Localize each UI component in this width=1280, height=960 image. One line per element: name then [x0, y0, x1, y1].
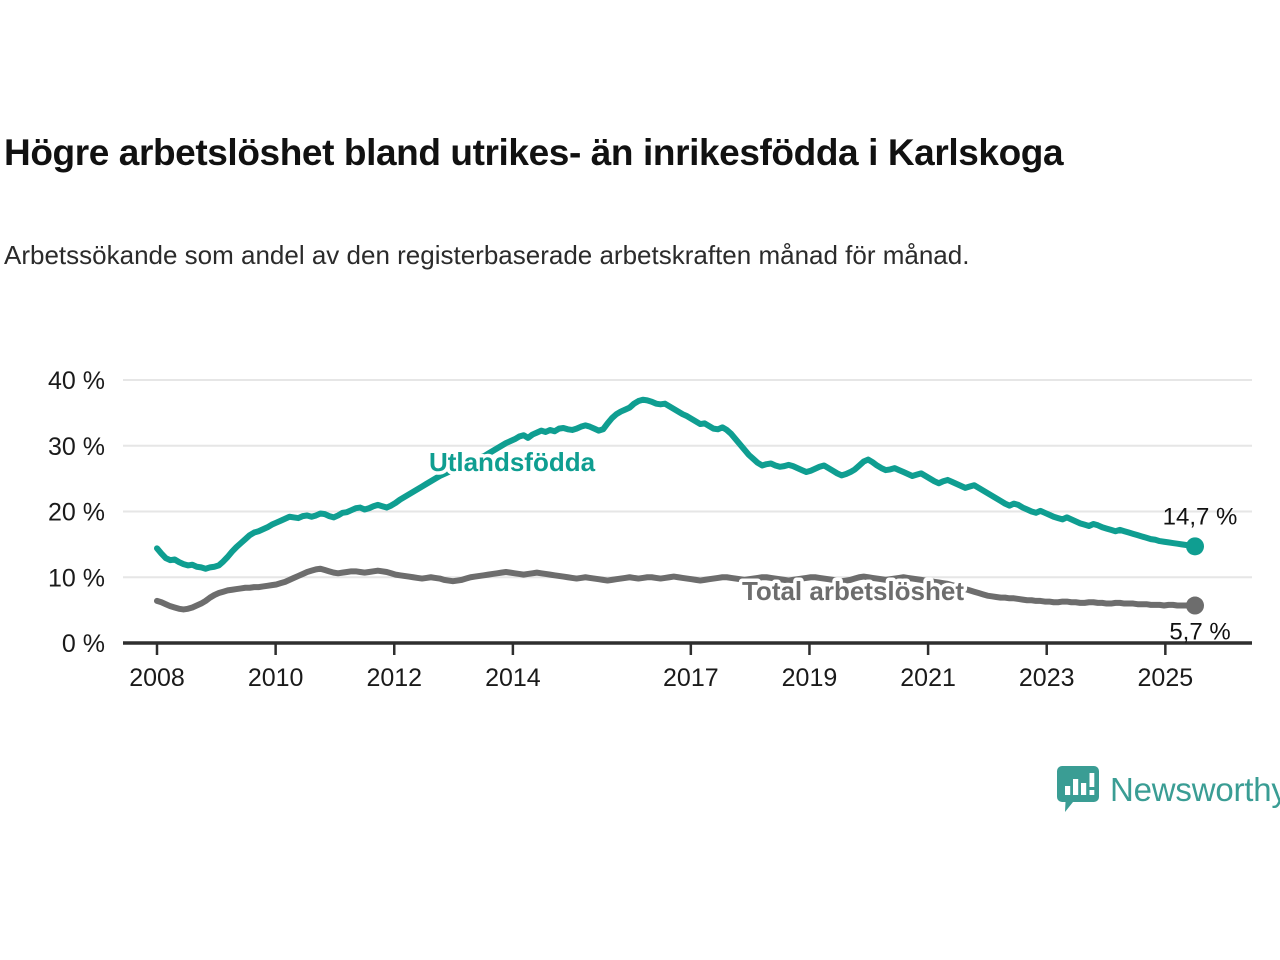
y-axis-tick-label: 40 % — [48, 367, 105, 395]
series-line — [154, 565, 1198, 613]
x-axis-tick-label: 2012 — [366, 664, 422, 692]
x-axis-tick-label: 2019 — [782, 664, 838, 692]
x-axis — [123, 641, 1252, 655]
y-axis-labels: 0 % 10 % 20 % 30 % 40 % — [48, 367, 105, 658]
x-axis-tick-label: 2025 — [1138, 664, 1194, 692]
series-line — [154, 396, 1198, 572]
series-endpoints — [1186, 537, 1204, 615]
series-annotation-label: Utlandsfödda — [429, 447, 596, 477]
x-axis-tick-label: 2010 — [248, 664, 304, 692]
line-chart: 0 % 10 % 20 % 30 % 40 % 2008 2010 2012 2014 2017… — [48, 367, 1252, 692]
series-annotation-halo: Total arbetslöshet — [742, 576, 964, 606]
series-end-value-label: 14,7 % — [1163, 503, 1238, 530]
page-subtitle: Arbetssökande som andel av den registerb… — [4, 240, 970, 270]
x-axis-tick-label: 2008 — [129, 664, 185, 692]
series-lines — [154, 396, 1198, 613]
series-annotation-label: Total arbetslöshet — [742, 576, 964, 606]
y-axis-tick-label: 0 % — [62, 630, 105, 658]
newsworthy-bubble-chart-icon — [1057, 766, 1099, 812]
logo-text: Newsworthy — [1110, 770, 1280, 808]
page-title: Högre arbetslöshet bland utrikes- än inr… — [4, 132, 1064, 173]
series-endpoint-dot — [1186, 537, 1204, 556]
series-end-value-label: 5,7 % — [1169, 619, 1230, 646]
x-axis-tick-label: 2021 — [900, 664, 956, 692]
newsworthy-logo: Newsworthy — [1057, 766, 1280, 812]
series-annotation-halo: Utlandsfödda — [429, 447, 596, 477]
chart-container: 0 % 10 % 20 % 30 % 40 % 2008 2010 2012 2014 2017… — [0, 355, 1280, 700]
y-axis-tick-label: 10 % — [48, 564, 105, 592]
x-axis-tick-label: 2023 — [1019, 664, 1075, 692]
series-endpoint-dot — [1186, 596, 1204, 615]
gridlines — [123, 379, 1252, 579]
x-axis-tick-label: 2014 — [485, 664, 541, 692]
series-value-labels: 14,7 % 5,7 % — [1163, 503, 1238, 645]
y-axis-tick-label: 30 % — [48, 433, 105, 461]
y-axis-tick-label: 20 % — [48, 499, 105, 527]
x-axis-labels: 2008 2010 2012 2014 2017 2019 2021 2023 2025 — [129, 664, 1193, 692]
x-axis-tick-label: 2017 — [663, 664, 719, 692]
